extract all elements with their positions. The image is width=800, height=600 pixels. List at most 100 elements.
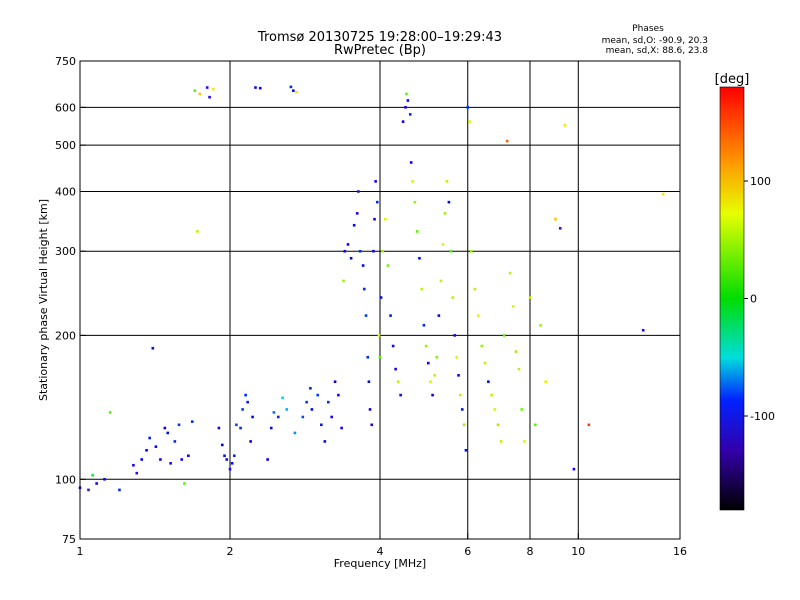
- chart-subtitle: RwPretec (Bp): [334, 43, 426, 58]
- data-point: [230, 462, 234, 465]
- y-tick-label: 750: [55, 55, 76, 68]
- x-tick-label: 4: [377, 545, 384, 558]
- y-axis-label: Stationary phase Virtual Height [km]: [37, 199, 50, 401]
- data-point: [367, 380, 371, 384]
- data-point: [95, 482, 98, 485]
- data-point: [528, 296, 532, 299]
- data-point: [587, 423, 591, 427]
- data-point: [378, 355, 382, 359]
- data-point: [320, 423, 323, 427]
- data-point: [433, 374, 436, 377]
- data-point: [228, 467, 232, 471]
- colorbar-ticks: 100 0 -100: [744, 175, 775, 423]
- chart-title: Tromsø 20130725 19:28:00–19:29:43: [257, 30, 502, 45]
- data-point: [396, 380, 400, 384]
- data-point: [394, 367, 397, 371]
- data-point: [544, 380, 547, 384]
- data-point: [470, 249, 473, 253]
- data-point: [135, 471, 139, 475]
- data-point: [151, 346, 155, 350]
- data-point: [246, 400, 249, 404]
- data-point: [223, 454, 226, 458]
- data-point: [241, 408, 244, 411]
- data-point: [563, 124, 567, 127]
- data-point: [289, 85, 293, 89]
- data-point: [514, 350, 518, 353]
- data-point: [337, 393, 340, 397]
- data-point: [258, 86, 262, 90]
- data-point: [409, 161, 413, 164]
- data-point: [483, 361, 487, 365]
- colorbar-tick-label: 100: [750, 175, 771, 188]
- data-point: [211, 87, 215, 91]
- data-point: [357, 190, 360, 193]
- data-point: [364, 314, 368, 317]
- data-point: [330, 415, 334, 419]
- data-point: [404, 106, 407, 109]
- data-point: [183, 482, 186, 485]
- data-point: [301, 415, 305, 419]
- y-tick-label: 500: [55, 139, 76, 152]
- data-point: [406, 99, 410, 102]
- data-point: [431, 393, 434, 397]
- data-point: [460, 408, 464, 411]
- data-point: [468, 120, 471, 123]
- data-point: [391, 344, 395, 348]
- data-point: [292, 89, 295, 93]
- data-point: [520, 408, 524, 411]
- data-point: [169, 462, 172, 465]
- data-point: [368, 408, 372, 411]
- data-point: [366, 355, 370, 359]
- data-point: [459, 393, 462, 397]
- data-point: [132, 463, 135, 467]
- data-point: [473, 287, 477, 291]
- data-point: [276, 415, 280, 419]
- data-point: [159, 458, 162, 461]
- data-point: [384, 217, 387, 221]
- x-tick-label: 10: [571, 545, 585, 558]
- stats-heading: Phases: [632, 24, 664, 34]
- data-point: [377, 334, 381, 337]
- data-points: [78, 85, 665, 492]
- data-point: [435, 355, 439, 359]
- y-tick-label: 75: [62, 533, 76, 546]
- data-point: [323, 440, 327, 443]
- data-point: [310, 408, 314, 411]
- data-point: [445, 180, 449, 183]
- data-point: [340, 426, 343, 430]
- data-point: [572, 467, 576, 471]
- data-point: [103, 477, 106, 481]
- data-point: [386, 264, 390, 267]
- data-point: [239, 426, 242, 430]
- data-point: [420, 287, 423, 291]
- data-point: [198, 92, 202, 96]
- data-point: [316, 393, 320, 397]
- data-point: [293, 431, 297, 435]
- stats-line-x: mean, sd,X: 88.6, 23.8: [606, 46, 709, 56]
- data-point: [232, 454, 236, 458]
- data-point: [641, 328, 645, 332]
- data-point: [190, 420, 194, 423]
- phase-statistics: Phases mean, sd,O: -90.9, 20.3 mean, sd,…: [602, 24, 709, 56]
- data-point: [305, 400, 308, 404]
- data-point: [399, 393, 402, 397]
- data-point: [180, 458, 184, 461]
- data-point: [379, 296, 383, 299]
- data-point: [358, 249, 362, 253]
- data-point: [661, 192, 665, 196]
- colorbar: [deg] 100 0 -100: [715, 72, 775, 511]
- data-point: [437, 314, 441, 317]
- colorbar-tick-label: 0: [750, 293, 757, 306]
- data-point: [477, 314, 480, 317]
- data-point: [517, 367, 521, 371]
- data-point: [457, 374, 460, 377]
- data-point: [254, 86, 257, 89]
- data-point: [480, 344, 484, 348]
- data-point: [554, 217, 557, 221]
- data-point: [225, 458, 229, 461]
- data-point: [205, 86, 209, 89]
- data-point: [173, 440, 177, 443]
- data-point: [439, 279, 443, 283]
- data-point: [193, 89, 197, 93]
